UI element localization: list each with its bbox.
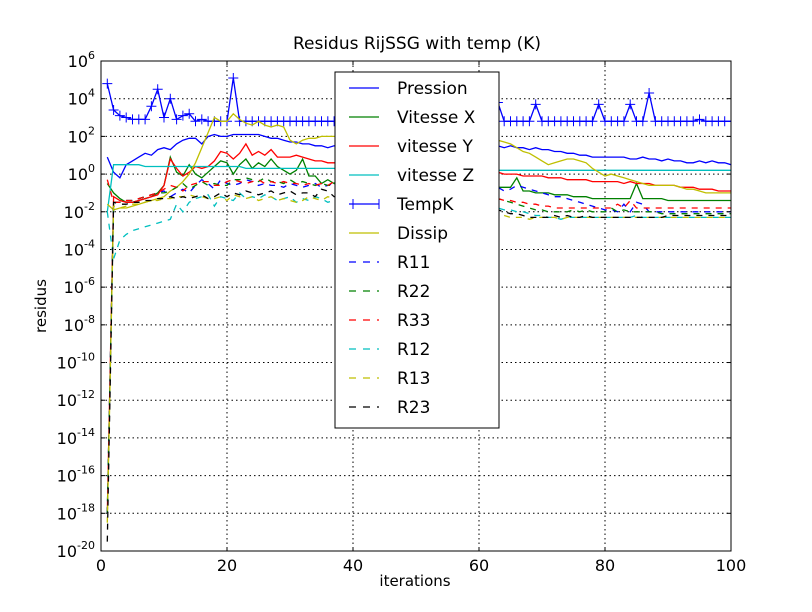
y-tick-label: 10-10 bbox=[57, 351, 95, 373]
plus-marker bbox=[587, 116, 598, 127]
y-tick-label: 10-4 bbox=[64, 237, 95, 259]
legend-item: R11 bbox=[349, 253, 430, 273]
plus-marker bbox=[184, 108, 195, 119]
plus-marker bbox=[644, 88, 655, 99]
legend-label: vitesse Z bbox=[397, 166, 474, 186]
legend-label: R23 bbox=[397, 398, 430, 418]
y-tick-label: 100 bbox=[68, 162, 95, 184]
x-tick-label: 100 bbox=[716, 556, 747, 575]
y-tick-label: 10-20 bbox=[57, 539, 95, 561]
plus-marker bbox=[530, 99, 541, 110]
legend-item: R23 bbox=[349, 398, 430, 418]
y-axis-label: residus bbox=[32, 279, 50, 333]
series-line bbox=[106, 178, 731, 209]
y-tick-label: 10-12 bbox=[57, 388, 95, 410]
y-tick-label: 102 bbox=[68, 124, 95, 146]
legend-item: R13 bbox=[349, 369, 430, 389]
y-tick-label: 104 bbox=[68, 87, 95, 109]
legend-box bbox=[334, 71, 500, 429]
plot-frame bbox=[100, 60, 732, 552]
plus-marker bbox=[159, 112, 169, 123]
legend-label: TempK bbox=[396, 195, 454, 215]
legend-label: R12 bbox=[397, 340, 430, 360]
legend-label: R11 bbox=[397, 253, 430, 273]
legend-item: R12 bbox=[349, 340, 430, 360]
x-tick-label: 60 bbox=[469, 556, 489, 575]
legend-item: R33 bbox=[349, 311, 430, 331]
series-line bbox=[106, 178, 731, 514]
plus-marker bbox=[121, 112, 132, 123]
plus-marker bbox=[688, 116, 699, 127]
plus-marker bbox=[524, 116, 535, 127]
series-r11 bbox=[106, 178, 731, 514]
y-tick-label: 10-16 bbox=[57, 464, 95, 486]
axis-ticks: 0 20 40 60 80 100 106 104 102 100 10-2 10-4 10-6 10-8… bbox=[57, 49, 747, 575]
plus-marker bbox=[190, 116, 201, 127]
plus-marker bbox=[625, 99, 636, 110]
plus-marker bbox=[102, 78, 113, 89]
plus-marker bbox=[618, 116, 629, 127]
legend-label: Pression bbox=[397, 79, 468, 99]
x-tick-label: 0 bbox=[96, 556, 106, 575]
x-tick-label: 80 bbox=[595, 556, 615, 575]
plus-marker bbox=[228, 72, 239, 83]
x-tick-label: 20 bbox=[217, 556, 237, 575]
plus-marker bbox=[177, 110, 188, 121]
plus-marker bbox=[114, 110, 125, 121]
plus-marker bbox=[196, 114, 207, 125]
plus-marker bbox=[171, 114, 182, 125]
legend-label: R33 bbox=[397, 311, 430, 331]
legend-label: R22 bbox=[397, 282, 430, 302]
plus-marker bbox=[637, 116, 648, 127]
legend-item: TempK bbox=[349, 195, 454, 215]
plus-marker bbox=[146, 101, 157, 112]
plus-marker bbox=[593, 99, 604, 110]
legend-item: Dissip bbox=[349, 224, 448, 244]
plus-marker bbox=[152, 84, 163, 95]
plus-marker bbox=[108, 105, 119, 115]
y-tick-label: 10-18 bbox=[57, 501, 95, 523]
x-axis-label: iterations bbox=[379, 572, 450, 590]
legend-label: R13 bbox=[397, 369, 430, 389]
plus-marker bbox=[165, 93, 176, 104]
legend-label: Vitesse X bbox=[397, 108, 476, 128]
legend: Pression Vitesse X vitesse Y vitesse Z TempK… bbox=[334, 71, 500, 429]
legend-label: vitesse Y bbox=[397, 137, 473, 157]
plus-marker bbox=[694, 114, 705, 125]
y-tick-label: 10-2 bbox=[64, 200, 95, 222]
legend-item: vitesse Y bbox=[349, 137, 473, 157]
legend-item: vitesse Z bbox=[349, 166, 474, 186]
y-tick-label: 10-8 bbox=[64, 313, 95, 335]
plus-marker bbox=[726, 116, 731, 127]
series-r33 bbox=[106, 178, 731, 209]
legend-label: Dissip bbox=[397, 224, 448, 244]
y-tick-label: 10-14 bbox=[57, 426, 95, 448]
plus-marker bbox=[140, 114, 151, 125]
legend-item: Pression bbox=[349, 79, 468, 99]
x-tick-label: 40 bbox=[343, 556, 363, 575]
legend-item: R22 bbox=[349, 282, 430, 302]
legend-item: Vitesse X bbox=[349, 108, 476, 128]
chart-title: Residus RijSSG with temp (K) bbox=[293, 34, 541, 54]
y-tick-label: 10-6 bbox=[64, 275, 95, 297]
y-tick-label: 106 bbox=[68, 49, 95, 71]
